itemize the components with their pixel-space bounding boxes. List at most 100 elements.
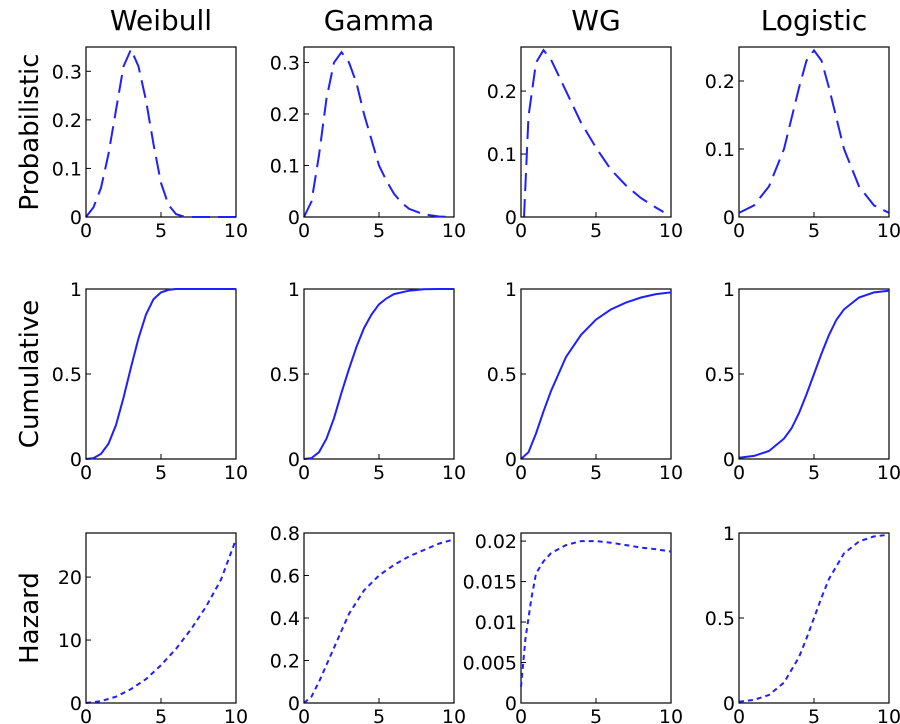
- y-tick-label-probabilistic-weibull: 0.1: [52, 158, 82, 180]
- series-line-probabilistic-wg: [523, 48, 665, 218]
- y-tick-label-cumulative-weibull: 0: [70, 449, 82, 471]
- x-tick-label-probabilistic-weibull: 5: [155, 220, 167, 242]
- series-line-hazard-gamma: [303, 538, 455, 704]
- y-tick-label-hazard-wg: 0.015: [463, 572, 517, 594]
- x-tick-label-cumulative-weibull: 0: [80, 462, 92, 484]
- x-tick-label-cumulative-weibull: 5: [155, 462, 167, 484]
- axes-hazard-gamma: [303, 532, 455, 704]
- x-tick-label-cumulative-wg: 0: [515, 462, 527, 484]
- series-line-cumulative-gamma: [303, 288, 454, 460]
- series-line-probabilistic-weibull: [85, 46, 236, 218]
- x-tick-label-probabilistic-wg: 0: [515, 220, 527, 242]
- y-tick-label-cumulative-logistic: 0.5: [705, 364, 735, 386]
- y-tick-label-probabilistic-gamma: 0.2: [270, 104, 300, 126]
- row-label-cumulative: Cumulative: [15, 300, 45, 448]
- axes-probabilistic-wg: [520, 46, 672, 218]
- axes-hazard-wg: [520, 532, 672, 704]
- x-tick-label-hazard-logistic: 0: [733, 706, 745, 724]
- axes-hazard-weibull: [85, 532, 237, 704]
- y-tick-label-hazard-gamma: 0.4: [270, 608, 300, 630]
- x-tick-label-probabilistic-logistic: 10: [877, 220, 900, 242]
- x-tick-label-hazard-logistic: 10: [877, 706, 900, 724]
- x-tick-label-cumulative-weibull: 10: [224, 462, 248, 484]
- x-tick-label-hazard-wg: 10: [659, 706, 683, 724]
- series-line-probabilistic-logistic: [738, 48, 890, 214]
- series-line-probabilistic-gamma: [303, 50, 455, 218]
- y-tick-label-cumulative-logistic: 0: [723, 449, 735, 471]
- y-tick-label-probabilistic-wg: 0.1: [487, 144, 517, 166]
- x-tick-label-hazard-gamma: 0: [298, 706, 310, 724]
- series-line-hazard-logistic: [738, 533, 890, 703]
- y-tick-label-hazard-weibull: 10: [58, 630, 82, 652]
- series-line-cumulative-wg: [520, 291, 672, 460]
- x-tick-label-hazard-gamma: 10: [442, 706, 466, 724]
- x-tick-label-hazard-wg: 0: [515, 706, 527, 724]
- x-tick-label-probabilistic-gamma: 5: [373, 220, 385, 242]
- y-tick-label-hazard-gamma: 0.2: [270, 651, 300, 673]
- axes-cumulative-weibull: [85, 288, 237, 460]
- y-tick-label-hazard-wg: 0: [505, 693, 517, 715]
- column-title-weibull: Weibull: [110, 4, 212, 37]
- y-tick-label-cumulative-wg: 1: [505, 279, 517, 301]
- series-line-hazard-wg: [520, 540, 672, 687]
- y-tick-label-probabilistic-logistic: 0: [723, 207, 735, 229]
- y-tick-label-probabilistic-logistic: 0.1: [705, 139, 735, 161]
- x-tick-label-cumulative-wg: 10: [659, 462, 683, 484]
- x-tick-label-probabilistic-weibull: 0: [80, 220, 92, 242]
- y-tick-label-probabilistic-weibull: 0.2: [52, 110, 82, 132]
- axes-cumulative-wg: [520, 288, 672, 460]
- axes-cumulative-gamma: [303, 288, 455, 460]
- x-tick-label-hazard-weibull: 10: [224, 706, 248, 724]
- y-tick-label-cumulative-weibull: 0.5: [52, 364, 82, 386]
- y-tick-label-probabilistic-gamma: 0: [288, 207, 300, 229]
- x-tick-label-cumulative-gamma: 10: [442, 462, 466, 484]
- x-tick-label-hazard-weibull: 5: [155, 706, 167, 724]
- y-tick-label-hazard-wg: 0.02: [475, 531, 517, 553]
- y-tick-label-probabilistic-weibull: 0: [70, 207, 82, 229]
- axes-probabilistic-logistic: [738, 46, 890, 218]
- y-tick-label-probabilistic-wg: 0.2: [487, 81, 517, 103]
- y-tick-label-cumulative-logistic: 1: [723, 279, 735, 301]
- y-tick-label-probabilistic-gamma: 0.3: [270, 52, 300, 74]
- x-tick-label-cumulative-wg: 5: [590, 462, 602, 484]
- y-tick-label-hazard-gamma: 0.8: [270, 523, 300, 545]
- y-tick-label-hazard-logistic: 0: [723, 693, 735, 715]
- y-tick-label-probabilistic-logistic: 0.2: [705, 71, 735, 93]
- x-tick-label-probabilistic-gamma: 10: [442, 220, 466, 242]
- column-title-wg: WG: [571, 4, 620, 37]
- x-tick-label-probabilistic-logistic: 0: [733, 220, 745, 242]
- x-tick-label-probabilistic-gamma: 0: [298, 220, 310, 242]
- series-line-cumulative-logistic: [738, 289, 890, 459]
- row-label-hazard: Hazard: [15, 572, 45, 664]
- y-tick-label-probabilistic-wg: 0: [505, 207, 517, 229]
- series-line-cumulative-weibull: [85, 288, 236, 460]
- x-tick-label-probabilistic-logistic: 5: [808, 220, 820, 242]
- x-tick-label-hazard-weibull: 0: [80, 706, 92, 724]
- x-tick-label-cumulative-logistic: 5: [808, 462, 820, 484]
- y-tick-label-cumulative-weibull: 1: [70, 279, 82, 301]
- y-tick-label-hazard-logistic: 1: [723, 523, 735, 545]
- y-tick-label-hazard-gamma: 0.6: [270, 566, 300, 588]
- x-tick-label-cumulative-gamma: 0: [298, 462, 310, 484]
- column-title-logistic: Logistic: [761, 4, 868, 37]
- x-tick-label-cumulative-logistic: 10: [877, 462, 900, 484]
- y-tick-label-hazard-gamma: 0: [288, 693, 300, 715]
- y-tick-label-hazard-wg: 0.005: [463, 653, 517, 675]
- x-tick-label-probabilistic-wg: 5: [590, 220, 602, 242]
- x-tick-label-cumulative-gamma: 5: [373, 462, 385, 484]
- y-tick-label-hazard-wg: 0.01: [475, 612, 517, 634]
- y-tick-label-probabilistic-weibull: 0.3: [52, 61, 82, 83]
- y-tick-label-cumulative-gamma: 0.5: [270, 364, 300, 386]
- row-label-probabilistic: Probabilistic: [15, 53, 45, 210]
- x-tick-label-probabilistic-weibull: 10: [224, 220, 248, 242]
- x-tick-label-hazard-gamma: 5: [373, 706, 385, 724]
- column-title-gamma: Gamma: [324, 4, 435, 37]
- x-tick-label-hazard-wg: 5: [590, 706, 602, 724]
- axes-probabilistic-weibull: [85, 46, 237, 218]
- axes-probabilistic-gamma: [303, 46, 455, 218]
- x-tick-label-cumulative-logistic: 0: [733, 462, 745, 484]
- x-tick-label-probabilistic-wg: 10: [659, 220, 683, 242]
- y-tick-label-hazard-logistic: 0.5: [705, 608, 735, 630]
- y-tick-label-cumulative-gamma: 1: [288, 279, 300, 301]
